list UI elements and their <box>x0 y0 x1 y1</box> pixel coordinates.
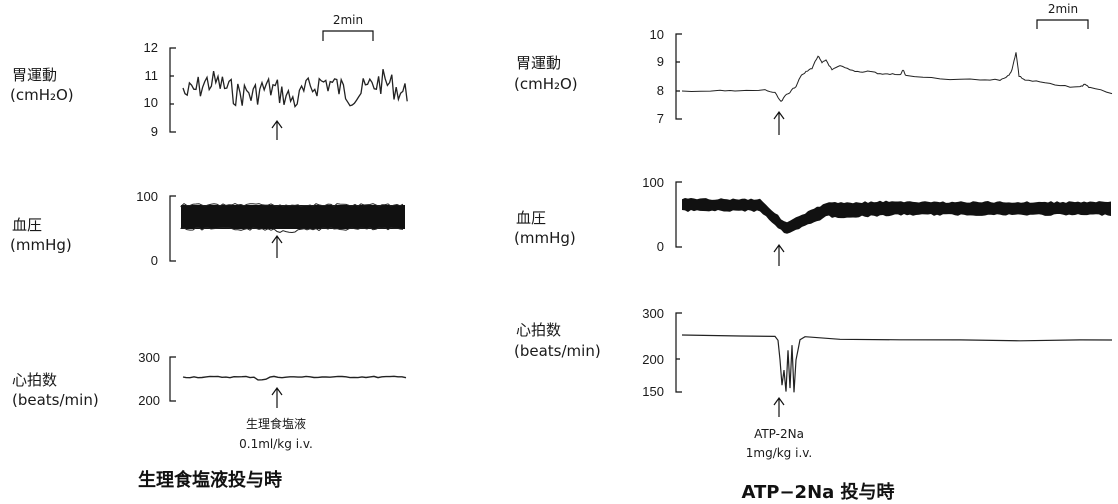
right-gastric-trace <box>681 52 1113 102</box>
left-bp-band <box>181 205 405 229</box>
left-bp-tick: 0 <box>151 253 158 268</box>
left-arrow-gastric <box>271 119 283 140</box>
left-arrow-bp <box>271 234 283 258</box>
left-panel: 胃運動 (cmH₂O) 血圧 (mmHg) 心拍数 (beats/min) 12… <box>10 13 408 491</box>
left-scale-bar-label: 2min <box>333 13 363 27</box>
left-arrow-hr <box>271 386 283 408</box>
left-gastric-tick: 9 <box>151 124 158 139</box>
right-gastric-tick: 8 <box>657 83 664 98</box>
right-bp-label-1: 血圧 <box>516 209 546 227</box>
right-caption: ATP−2Na 投与時 <box>741 481 894 503</box>
left-injection-label-2: 0.1ml/kg i.v. <box>239 437 313 451</box>
right-scale-bar-label: 2min <box>1048 2 1078 16</box>
right-arrow-bp <box>773 243 785 266</box>
right-bp-band <box>682 198 1111 234</box>
left-gastric-label-2: (cmH₂O) <box>10 86 74 104</box>
right-gastric-label-1: 胃運動 <box>516 54 561 72</box>
right-hr-tick: 300 <box>642 306 664 321</box>
right-arrow-hr <box>773 396 785 417</box>
right-injection-label-1: ATP-2Na <box>754 427 804 441</box>
left-bp-label-1: 血圧 <box>12 216 42 234</box>
right-bp-axis <box>675 181 682 248</box>
left-hr-tick: 300 <box>138 350 160 365</box>
right-bp-label-2: (mmHg) <box>514 229 576 247</box>
right-hr-tick: 200 <box>642 352 664 367</box>
left-scale-bar <box>322 30 374 41</box>
right-gastric-tick: 9 <box>657 54 664 69</box>
left-gastric-label-1: 胃運動 <box>12 66 57 84</box>
right-injection-label-2: 1mg/kg i.v. <box>746 446 813 460</box>
right-hr-label-2: (beats/min) <box>514 342 601 360</box>
right-hr-label-1: 心拍数 <box>516 321 561 339</box>
left-gastric-tick: 11 <box>145 68 159 83</box>
left-injection-label-1: 生理食塩液 <box>246 416 306 431</box>
left-bp-axis <box>169 195 176 262</box>
left-hr-tick: 200 <box>138 393 160 408</box>
right-hr-axis <box>675 312 682 393</box>
left-gastric-tick: 12 <box>144 40 158 55</box>
right-gastric-tick: 7 <box>657 111 664 126</box>
right-hr-tick: 150 <box>642 384 664 399</box>
left-hr-label-2: (beats/min) <box>12 391 99 409</box>
left-gastric-axis <box>169 47 176 133</box>
left-bp-tick: 100 <box>136 189 158 204</box>
left-caption: 生理食塩液投与時 <box>138 469 282 491</box>
left-hr-trace <box>182 375 407 381</box>
right-gastric-tick: 10 <box>650 27 664 42</box>
right-scale-bar <box>1036 19 1089 29</box>
right-bp-tick: 0 <box>657 239 664 254</box>
left-gastric-trace <box>182 69 408 109</box>
right-bp-tick: 100 <box>642 175 664 190</box>
right-hr-trace <box>681 334 1113 393</box>
left-bp-label-2: (mmHg) <box>10 236 72 254</box>
right-gastric-axis <box>675 33 682 120</box>
left-hr-axis <box>169 356 176 402</box>
right-panel: 胃運動 (cmH₂O) 血圧 (mmHg) 心拍数 (beats/min) 10… <box>514 2 1113 503</box>
right-arrow-gastric <box>773 110 785 135</box>
left-bp-band-edge <box>180 202 404 234</box>
left-gastric-tick: 10 <box>144 95 158 110</box>
right-gastric-label-2: (cmH₂O) <box>514 75 578 93</box>
left-hr-label-1: 心拍数 <box>12 371 57 389</box>
